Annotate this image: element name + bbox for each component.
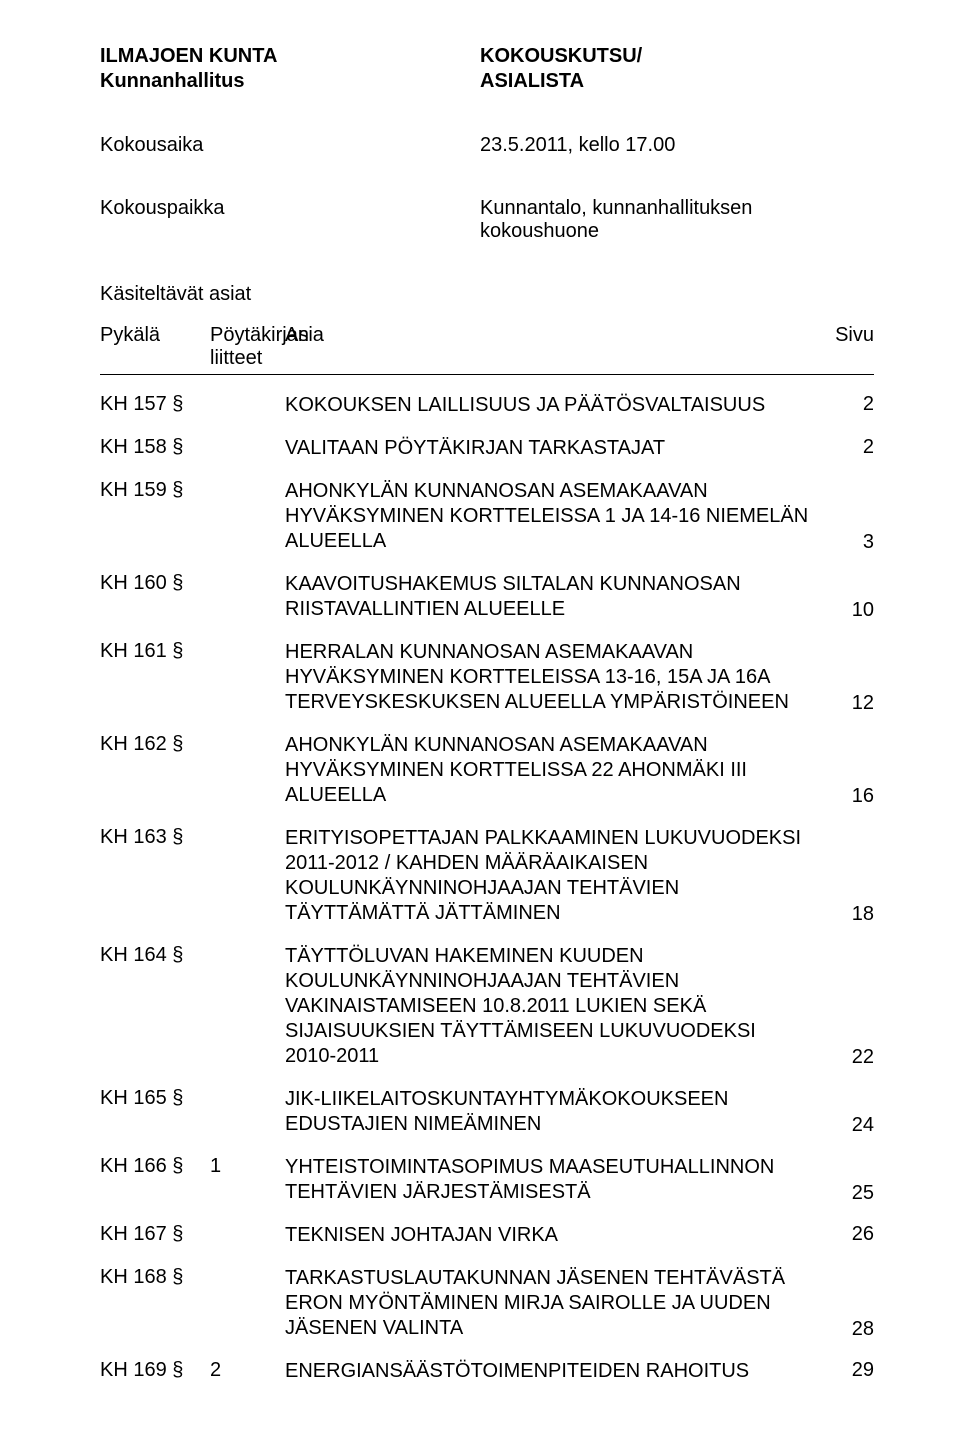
agenda-row: KH 166 §1YHTEISTOIMINTASOPIMUS MAASEUTUH…	[100, 1155, 874, 1205]
items-section-label: Käsiteltävät asiat	[100, 283, 874, 306]
header: ILMAJOEN KUNTA Kunnanhallitus KOKOUSKUTS…	[100, 44, 874, 94]
agenda-table-header: Pykälä Pöytäkirjan liitteet Asia Sivu	[100, 324, 874, 375]
col-sivu-header: Sivu	[824, 324, 874, 370]
meeting-place-label: Kokouspaikka	[100, 197, 480, 243]
agenda-item-title: TARKASTUSLAUTAKUNNAN JÄSENEN TEHTÄVÄSTÄ …	[285, 1266, 824, 1341]
agenda-item-id: KH 157 §	[100, 393, 210, 416]
agenda-item-title: KOKOUKSEN LAILLISUUS JA PÄÄTÖSVALTAISUUS	[285, 393, 824, 418]
document-type-1: KOKOUSKUTSU/	[480, 44, 874, 69]
document-page: ILMAJOEN KUNTA Kunnanhallitus KOKOUSKUTS…	[0, 0, 960, 1438]
col-asia-header: Asia	[285, 324, 824, 370]
agenda-row: KH 161 § HERRALAN KUNNANOSAN ASEMAKAAVAN …	[100, 640, 874, 715]
agenda-item-title: TÄYTTÖLUVAN HAKEMINEN KUUDEN KOULUNKÄYNN…	[285, 944, 824, 1069]
agenda-row: KH 157 § KOKOUKSEN LAILLISUUS JA PÄÄTÖSVA…	[100, 393, 874, 418]
agenda-item-id: KH 168 §	[100, 1266, 210, 1289]
agenda-item-title: TEKNISEN JOHTAJAN VIRKA	[285, 1223, 824, 1248]
agenda-item-id: KH 160 §	[100, 572, 210, 595]
agenda-item-id: KH 169 §	[100, 1359, 210, 1382]
agenda-table-body: KH 157 § KOKOUKSEN LAILLISUUS JA PÄÄTÖSVA…	[100, 393, 874, 1384]
col-liite-header-line1: Pöytäkirjan	[210, 324, 285, 347]
document-type-2: ASIALISTA	[480, 69, 874, 94]
agenda-item-title: AHONKYLÄN KUNNANOSAN ASEMAKAAVAN HYVÄKSY…	[285, 733, 824, 808]
meeting-time-value: 23.5.2011, kello 17.00	[480, 134, 874, 157]
agenda-item-title: AHONKYLÄN KUNNANOSAN ASEMAKAAVAN HYVÄKSY…	[285, 479, 824, 554]
agenda-item-page: 28	[824, 1318, 874, 1341]
agenda-item-id: KH 162 §	[100, 733, 210, 756]
agenda-row: KH 160 § KAAVOITUSHAKEMUS SILTALAN KUNNAN…	[100, 572, 874, 622]
meeting-time-row: Kokousaika 23.5.2011, kello 17.00	[100, 134, 874, 157]
header-left: ILMAJOEN KUNTA Kunnanhallitus	[100, 44, 480, 94]
agenda-item-page: 29	[824, 1359, 874, 1382]
meeting-place-row: Kokouspaikka Kunnantalo, kunnanhallituks…	[100, 197, 874, 243]
col-pykala-header: Pykälä	[100, 324, 210, 370]
agenda-row: KH 163 § ERITYISOPETTAJAN PALKKAAMINEN LU…	[100, 826, 874, 926]
agenda-item-title: ENERGIANSÄÄSTÖTOIMENPITEIDEN RAHOITUS	[285, 1359, 824, 1384]
agenda-item-id: KH 166 §	[100, 1155, 210, 1178]
agenda-item-attachment: 2	[210, 1359, 285, 1382]
agenda-item-title: JIK-LIIKELAITOSKUNTAYHTYMÄKOKOUKSEEN EDU…	[285, 1087, 824, 1137]
agenda-item-title: YHTEISTOIMINTASOPIMUS MAASEUTUHALLINNON …	[285, 1155, 824, 1205]
agenda-row: KH 167 § TEKNISEN JOHTAJAN VIRKA26	[100, 1223, 874, 1248]
agenda-item-page: 25	[824, 1182, 874, 1205]
agenda-item-page: 3	[824, 531, 874, 554]
col-liite-header-line2: liitteet	[210, 347, 285, 370]
agenda-row: KH 159 § AHONKYLÄN KUNNANOSAN ASEMAKAAVAN…	[100, 479, 874, 554]
agenda-item-title: ERITYISOPETTAJAN PALKKAAMINEN LUKUVUODEK…	[285, 826, 824, 926]
agenda-item-id: KH 158 §	[100, 436, 210, 459]
agenda-item-page: 10	[824, 599, 874, 622]
agenda-item-page: 16	[824, 785, 874, 808]
agenda-item-id: KH 165 §	[100, 1087, 210, 1110]
committee-name: Kunnanhallitus	[100, 69, 480, 94]
agenda-row: KH 164 § TÄYTTÖLUVAN HAKEMINEN KUUDEN KOU…	[100, 944, 874, 1069]
agenda-item-id: KH 163 §	[100, 826, 210, 849]
agenda-item-page: 26	[824, 1223, 874, 1246]
agenda-item-id: KH 159 §	[100, 479, 210, 502]
agenda-row: KH 162 § AHONKYLÄN KUNNANOSAN ASEMAKAAVAN…	[100, 733, 874, 808]
agenda-item-id: KH 161 §	[100, 640, 210, 663]
agenda-item-id: KH 164 §	[100, 944, 210, 967]
agenda-item-attachment: 1	[210, 1155, 285, 1178]
agenda-row: KH 169 §2ENERGIANSÄÄSTÖTOIMENPITEIDEN RA…	[100, 1359, 874, 1384]
agenda-row: KH 168 § TARKASTUSLAUTAKUNNAN JÄSENEN TEH…	[100, 1266, 874, 1341]
agenda-item-page: 22	[824, 1046, 874, 1069]
agenda-item-page: 24	[824, 1114, 874, 1137]
col-liite-header: Pöytäkirjan liitteet	[210, 324, 285, 370]
agenda-item-title: HERRALAN KUNNANOSAN ASEMAKAAVAN HYVÄKSYM…	[285, 640, 824, 715]
agenda-item-page: 2	[824, 436, 874, 459]
meeting-time-label: Kokousaika	[100, 134, 480, 157]
agenda-item-title: KAAVOITUSHAKEMUS SILTALAN KUNNANOSAN RII…	[285, 572, 824, 622]
agenda-item-id: KH 167 §	[100, 1223, 210, 1246]
header-right: KOKOUSKUTSU/ ASIALISTA	[480, 44, 874, 94]
agenda-item-title: VALITAAN PÖYTÄKIRJAN TARKASTAJAT	[285, 436, 824, 461]
organization-name: ILMAJOEN KUNTA	[100, 44, 480, 69]
agenda-row: KH 165 § JIK-LIIKELAITOSKUNTAYHTYMÄKOKOUK…	[100, 1087, 874, 1137]
agenda-item-page: 12	[824, 692, 874, 715]
agenda-item-page: 18	[824, 903, 874, 926]
meeting-place-value: Kunnantalo, kunnanhallituksen kokoushuon…	[480, 197, 874, 243]
agenda-item-page: 2	[824, 393, 874, 416]
agenda-row: KH 158 § VALITAAN PÖYTÄKIRJAN TARKASTAJAT…	[100, 436, 874, 461]
